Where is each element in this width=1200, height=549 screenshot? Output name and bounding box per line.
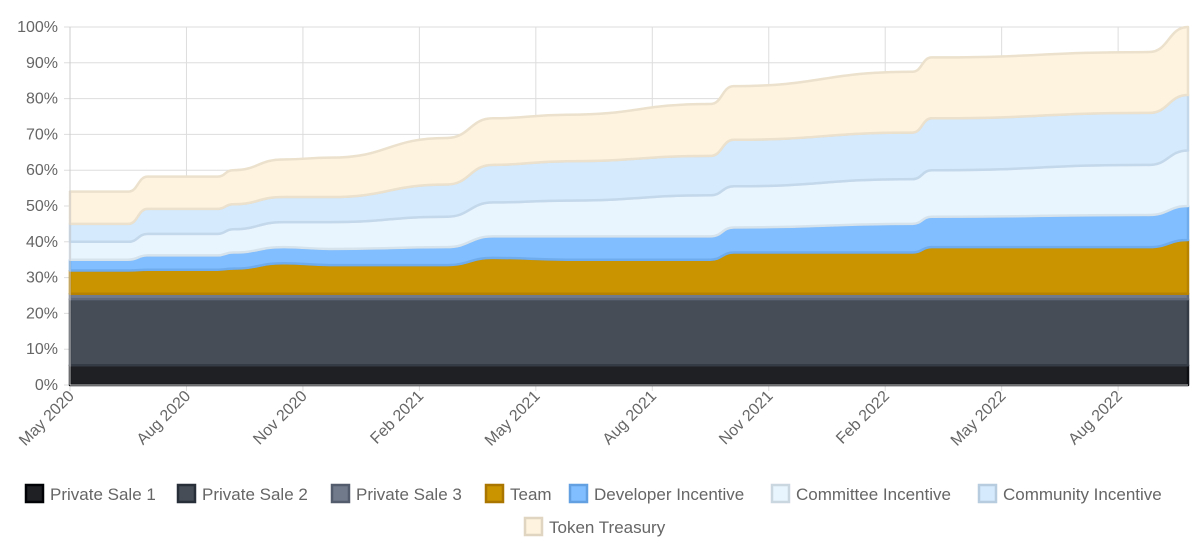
y-tick-label: 30% <box>26 270 58 287</box>
x-tick-label: Feb 2022 <box>833 388 893 448</box>
y-tick-label: 20% <box>26 305 58 322</box>
x-tick-label: May 2020 <box>16 388 78 450</box>
legend-swatch <box>770 483 791 504</box>
legend-swatch <box>330 483 351 504</box>
legend-item-community-incentive[interactable]: Community Incentive <box>977 483 1162 504</box>
legend-label: Private Sale 2 <box>202 485 308 504</box>
legend-swatch <box>977 483 998 504</box>
x-tick-label: Nov 2020 <box>250 388 311 449</box>
legend-item-private-sale-1[interactable]: Private Sale 1 <box>24 483 156 504</box>
legend-label: Committee Incentive <box>796 485 951 504</box>
legend-item-team[interactable]: Team <box>484 483 552 504</box>
legend-swatch <box>24 483 45 504</box>
x-tick-label: Nov 2021 <box>716 388 777 449</box>
legend-item-committee-incentive[interactable]: Committee Incentive <box>770 483 951 504</box>
legend-swatch <box>523 516 544 537</box>
area-private-sale-1 <box>68 364 1190 387</box>
y-tick-label: 40% <box>26 234 58 251</box>
x-tick-label: Aug 2020 <box>134 388 195 449</box>
x-tick-label: May 2021 <box>482 388 544 450</box>
legend-item-token-treasury[interactable]: Token Treasury <box>523 516 666 537</box>
legend-label: Team <box>510 485 552 504</box>
y-tick-label: 100% <box>17 19 58 36</box>
legend-swatch <box>176 483 197 504</box>
legend-label: Token Treasury <box>549 518 666 537</box>
y-tick-label: 0% <box>35 377 58 394</box>
y-tick-label: 60% <box>26 162 58 179</box>
y-tick-label: 80% <box>26 91 58 108</box>
x-tick-label: Aug 2022 <box>1065 388 1126 449</box>
x-tick-label: Aug 2021 <box>600 388 661 449</box>
legend-label: Developer Incentive <box>594 485 744 504</box>
legend-label: Private Sale 1 <box>50 485 156 504</box>
legend-label: Community Incentive <box>1003 485 1162 504</box>
area-token-treasury <box>68 25 1190 226</box>
area-series <box>68 25 1190 387</box>
y-tick-label: 10% <box>26 341 58 358</box>
legend-label: Private Sale 3 <box>356 485 462 504</box>
legend-item-private-sale-2[interactable]: Private Sale 2 <box>176 483 308 504</box>
legend: Private Sale 1 Private Sale 2 Private Sale… <box>24 483 1162 537</box>
y-tick-label: 70% <box>26 126 58 143</box>
y-tick-label: 90% <box>26 55 58 72</box>
area-private-sale-2 <box>68 297 1190 367</box>
legend-swatch <box>568 483 589 504</box>
legend-item-developer-incentive[interactable]: Developer Incentive <box>568 483 744 504</box>
legend-item-private-sale-3[interactable]: Private Sale 3 <box>330 483 462 504</box>
y-tick-label: 50% <box>26 198 58 215</box>
legend-swatch <box>484 483 505 504</box>
x-tick-label: Feb 2021 <box>367 388 427 448</box>
x-tick-label: May 2022 <box>948 388 1010 450</box>
